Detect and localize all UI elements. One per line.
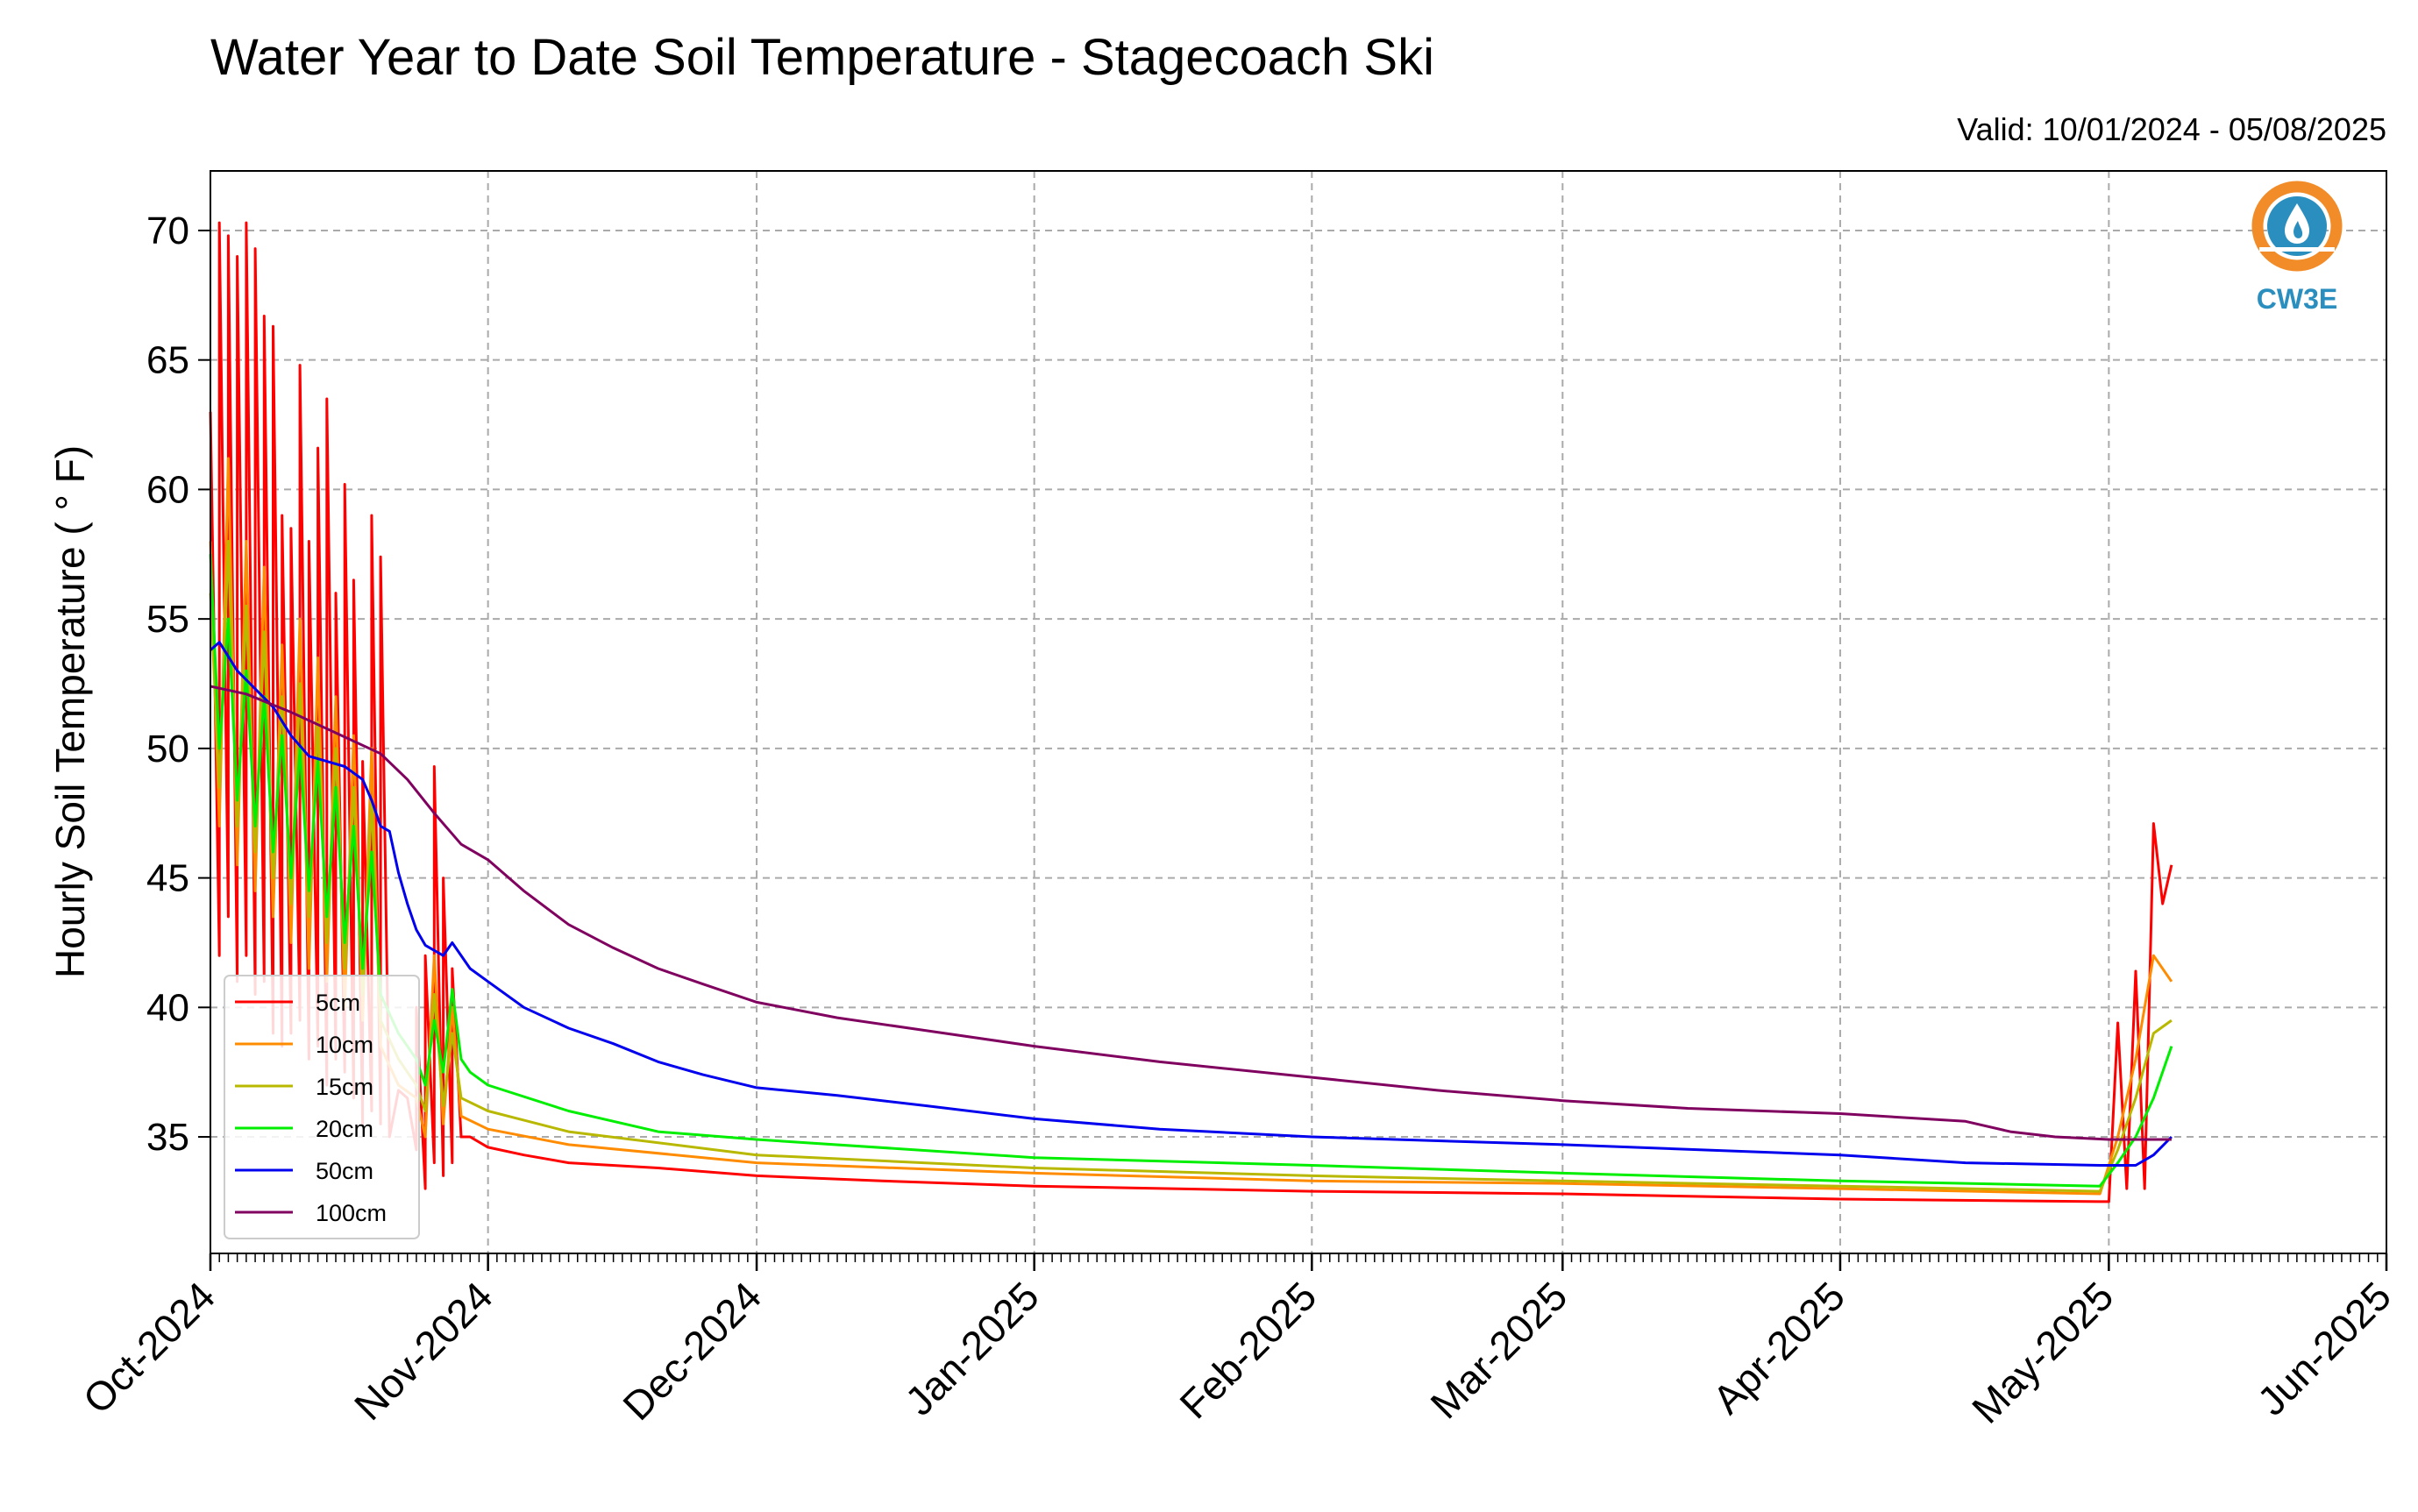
cw3e-logo: CW3E — [2251, 181, 2343, 315]
plot-frame — [210, 170, 2387, 1254]
chart-title: Water Year to Date Soil Temperature - St… — [210, 29, 1434, 86]
x-minor-ticks — [210, 1253, 2387, 1262]
valid-date-range: Valid: 10/01/2024 - 05/08/2025 — [1957, 111, 2386, 147]
series-line-5cm — [209, 221, 2173, 1203]
legend-label: 15cm — [316, 1074, 373, 1100]
y-tick-label: 40 — [146, 986, 189, 1029]
flame-icon — [2294, 221, 2303, 238]
y-tick-label: 50 — [146, 728, 189, 770]
series-line-50cm — [210, 641, 2173, 1167]
y-axis-ticks: 35 40 45 50 55 60 65 70 — [146, 209, 210, 1159]
legend-label: 50cm — [316, 1158, 373, 1184]
legend-label: 5cm — [316, 990, 360, 1016]
logo-text: CW3E — [2257, 283, 2337, 315]
y-tick-label: 60 — [146, 468, 189, 511]
legend-label: 20cm — [316, 1116, 373, 1142]
logo-wave-1 — [2259, 247, 2335, 252]
logo-ring — [2251, 181, 2343, 272]
legend: 5cm 10cm 15cm 20cm 50cm 100cm — [224, 975, 420, 1239]
y-tick-label: 70 — [146, 209, 189, 252]
y-axis-label: Hourly Soil Temperature ( ° F) — [47, 445, 93, 978]
y-tick-label: 55 — [146, 598, 189, 641]
y-tick-label: 65 — [146, 339, 189, 382]
series-line-100cm — [210, 685, 2172, 1141]
legend-label: 100cm — [316, 1200, 387, 1226]
y-tick-label: 45 — [146, 857, 189, 900]
legend-box — [224, 975, 420, 1239]
grid — [210, 171, 2387, 1253]
legend-label: 10cm — [316, 1032, 373, 1058]
y-tick-label: 35 — [146, 1116, 189, 1159]
